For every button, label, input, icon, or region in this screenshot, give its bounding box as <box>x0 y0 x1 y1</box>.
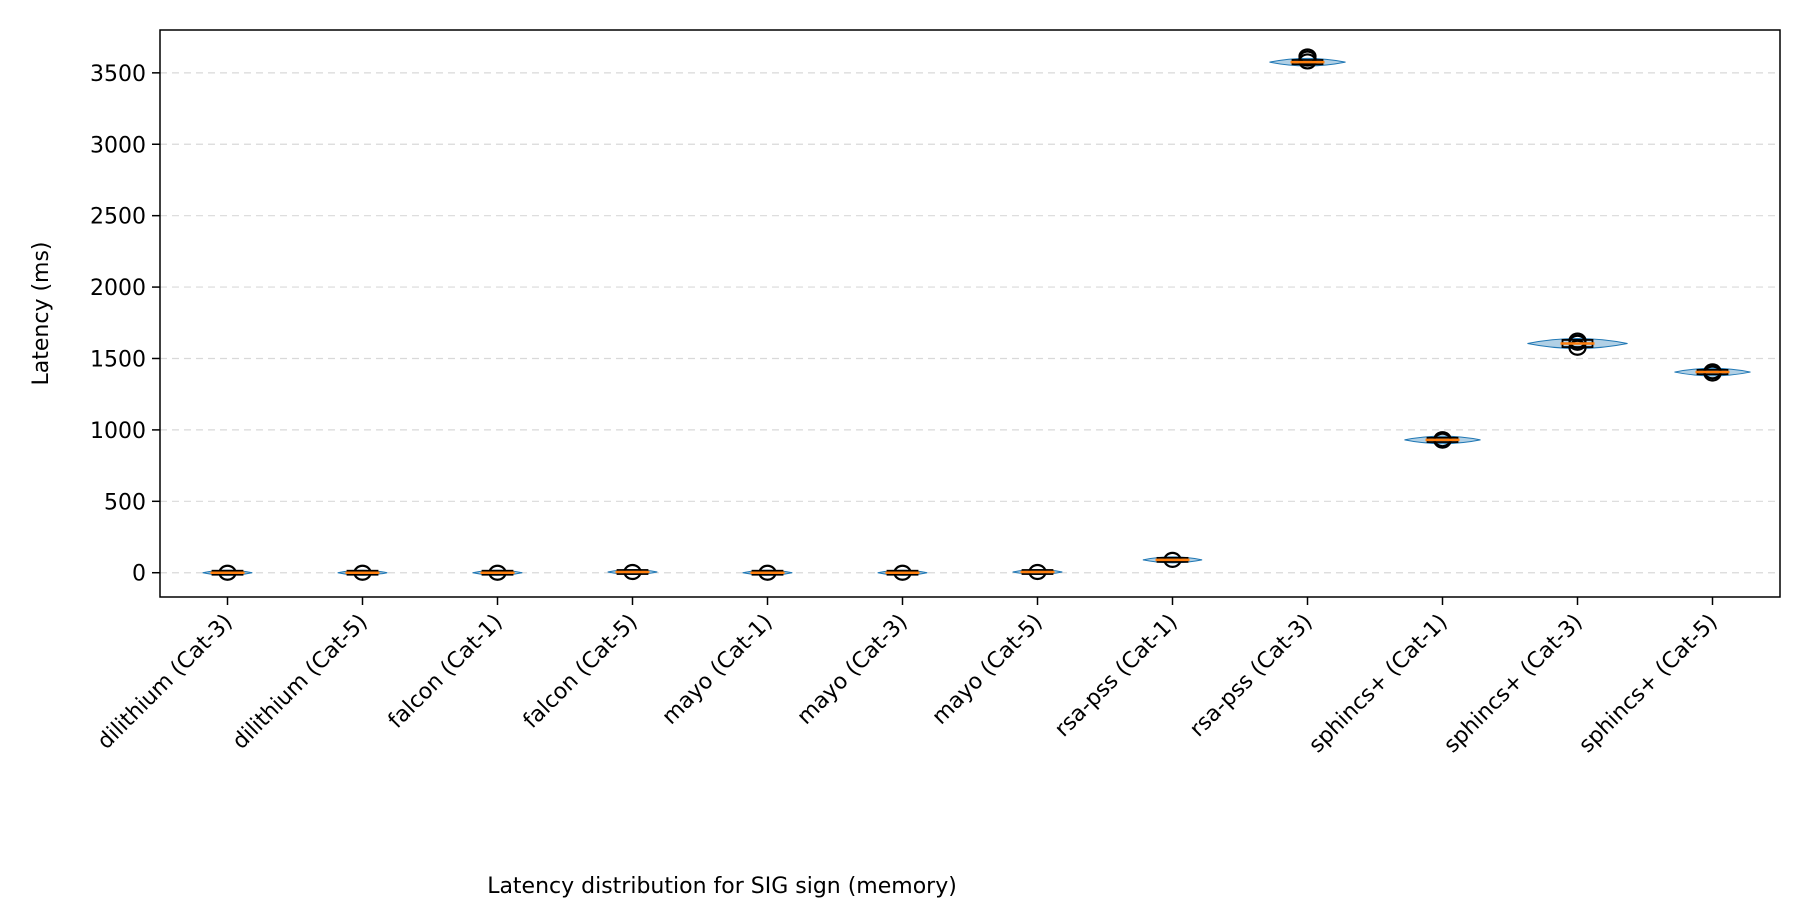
y-axis-label: Latency (ms) <box>29 241 54 385</box>
y-tick-label: 1500 <box>90 347 146 372</box>
x-tick-label: sphincs+ (Cat-3) <box>1439 610 1587 758</box>
y-tick-label: 500 <box>104 490 146 515</box>
y-axis: 0 500 1000 1500 2000 2500 3000 3500 <box>90 62 160 587</box>
y-tick-label: 3000 <box>90 133 146 158</box>
outlier-point <box>1568 332 1587 349</box>
x-tick-label: mayo (Cat-1) <box>658 610 778 730</box>
x-tick-label: sphincs+ (Cat-1) <box>1304 610 1452 758</box>
y-tick-label: 1000 <box>90 419 146 444</box>
x-axis-label: Latency distribution for SIG sign (memor… <box>487 874 957 899</box>
x-tick-label: falcon (Cat-5) <box>519 610 643 734</box>
y-tick-label: 2000 <box>90 276 146 301</box>
x-tick-label: dilithium (Cat-5) <box>228 610 373 755</box>
x-axis: dilithium (Cat-3)dilithium (Cat-5) falcon… <box>93 597 1723 758</box>
chart-marks <box>202 48 1751 581</box>
x-tick-label: rsa-pss (Cat-1) <box>1050 610 1183 743</box>
y-tick-label: 0 <box>132 562 146 587</box>
x-tick-label: rsa-pss (Cat-3) <box>1185 610 1318 743</box>
outlier-point <box>1298 48 1317 65</box>
x-tick-label: falcon (Cat-1) <box>384 610 508 734</box>
x-tick-label: mayo (Cat-5) <box>928 610 1048 730</box>
y-tick-label: 2500 <box>90 205 146 230</box>
outlier-point <box>1568 339 1587 356</box>
x-tick-label: dilithium (Cat-3) <box>93 610 238 755</box>
x-tick-label: mayo (Cat-3) <box>793 610 913 730</box>
y-tick-label: 3500 <box>90 62 146 87</box>
x-tick-label: sphincs+ (Cat-5) <box>1574 610 1722 758</box>
plot-frame <box>159 29 1781 598</box>
grid-lines <box>160 72 1780 574</box>
